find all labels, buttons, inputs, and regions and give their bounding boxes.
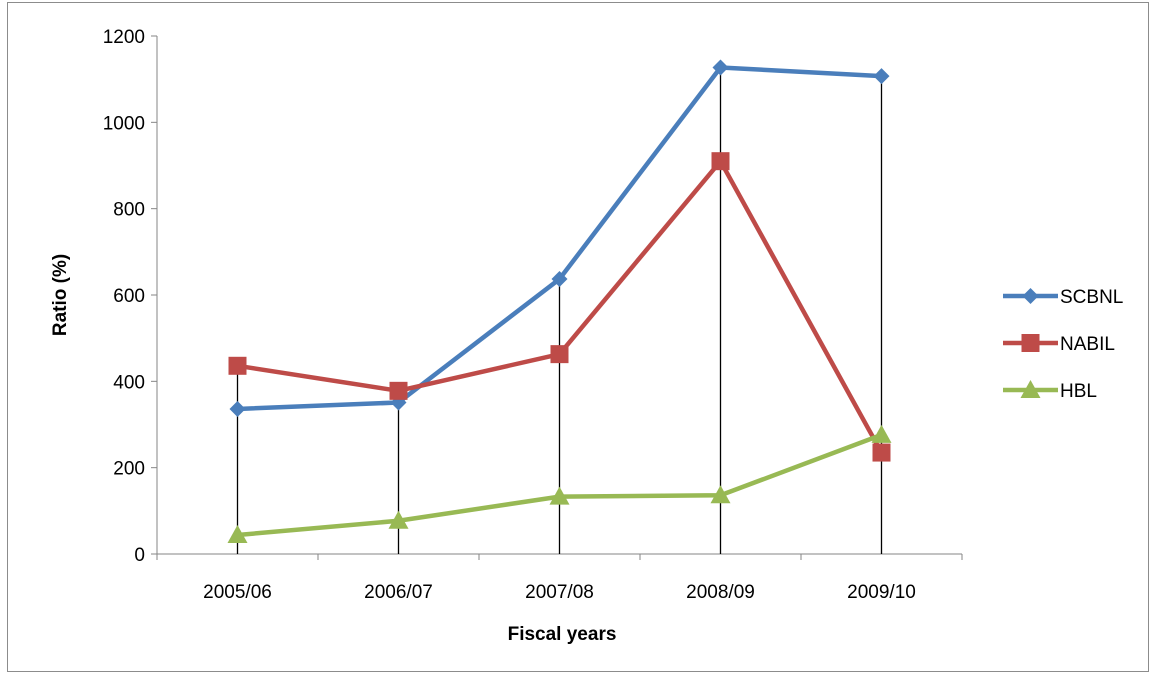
data-point xyxy=(388,510,409,529)
data-point xyxy=(711,152,730,171)
data-point xyxy=(871,424,892,443)
chart-frame xyxy=(7,2,1149,672)
y-tick-label: 1200 xyxy=(103,27,145,48)
data-point xyxy=(229,400,246,417)
y-axis-title: Ratio (%) xyxy=(50,254,71,336)
tick-labels: 0 200 400 600 800 1000 1200 2005/06 2006/07 2007/… xyxy=(103,27,916,603)
x-tick-label: 2007/08 xyxy=(525,582,594,603)
x-axis-title: Fiscal years xyxy=(508,624,617,645)
y-tick-label: 800 xyxy=(113,200,145,221)
data-point xyxy=(710,485,731,504)
axes xyxy=(151,35,963,560)
legend-marker xyxy=(1020,380,1041,398)
series-layer xyxy=(227,59,892,544)
series-nabil xyxy=(228,152,891,462)
series-hbl xyxy=(227,424,892,544)
legend-item-scbnl: SCBNL xyxy=(1003,287,1123,308)
legend-item-hbl: HBL xyxy=(1003,380,1097,402)
data-point xyxy=(872,443,891,462)
data-point xyxy=(712,59,729,76)
y-tick-label: 1000 xyxy=(103,113,145,134)
data-point xyxy=(551,271,568,288)
y-tick-label: 400 xyxy=(113,372,145,393)
drop-lines xyxy=(236,67,883,554)
x-tick-label: 2008/09 xyxy=(686,582,755,603)
data-point xyxy=(228,356,247,375)
legend-item-nabil: NABIL xyxy=(1003,334,1115,355)
data-point xyxy=(873,68,890,85)
data-point xyxy=(550,345,569,364)
legend-label: NABIL xyxy=(1060,334,1115,355)
legend-label: HBL xyxy=(1060,381,1097,402)
legend-marker xyxy=(1022,288,1039,304)
legend: SCBNL NABIL HBL xyxy=(1003,287,1123,402)
x-tick-label: 2005/06 xyxy=(203,582,272,603)
y-tick-label: 600 xyxy=(113,286,145,307)
y-tick-label: 200 xyxy=(113,459,145,480)
series-scbnl xyxy=(229,59,890,417)
legend-label: SCBNL xyxy=(1060,287,1123,308)
data-point xyxy=(389,381,408,400)
x-tick-label: 2009/10 xyxy=(847,582,916,603)
data-point xyxy=(227,525,248,544)
data-point xyxy=(549,486,570,505)
y-tick-label: 0 xyxy=(134,545,145,566)
legend-marker xyxy=(1021,334,1040,352)
x-tick-label: 2006/07 xyxy=(364,582,433,603)
